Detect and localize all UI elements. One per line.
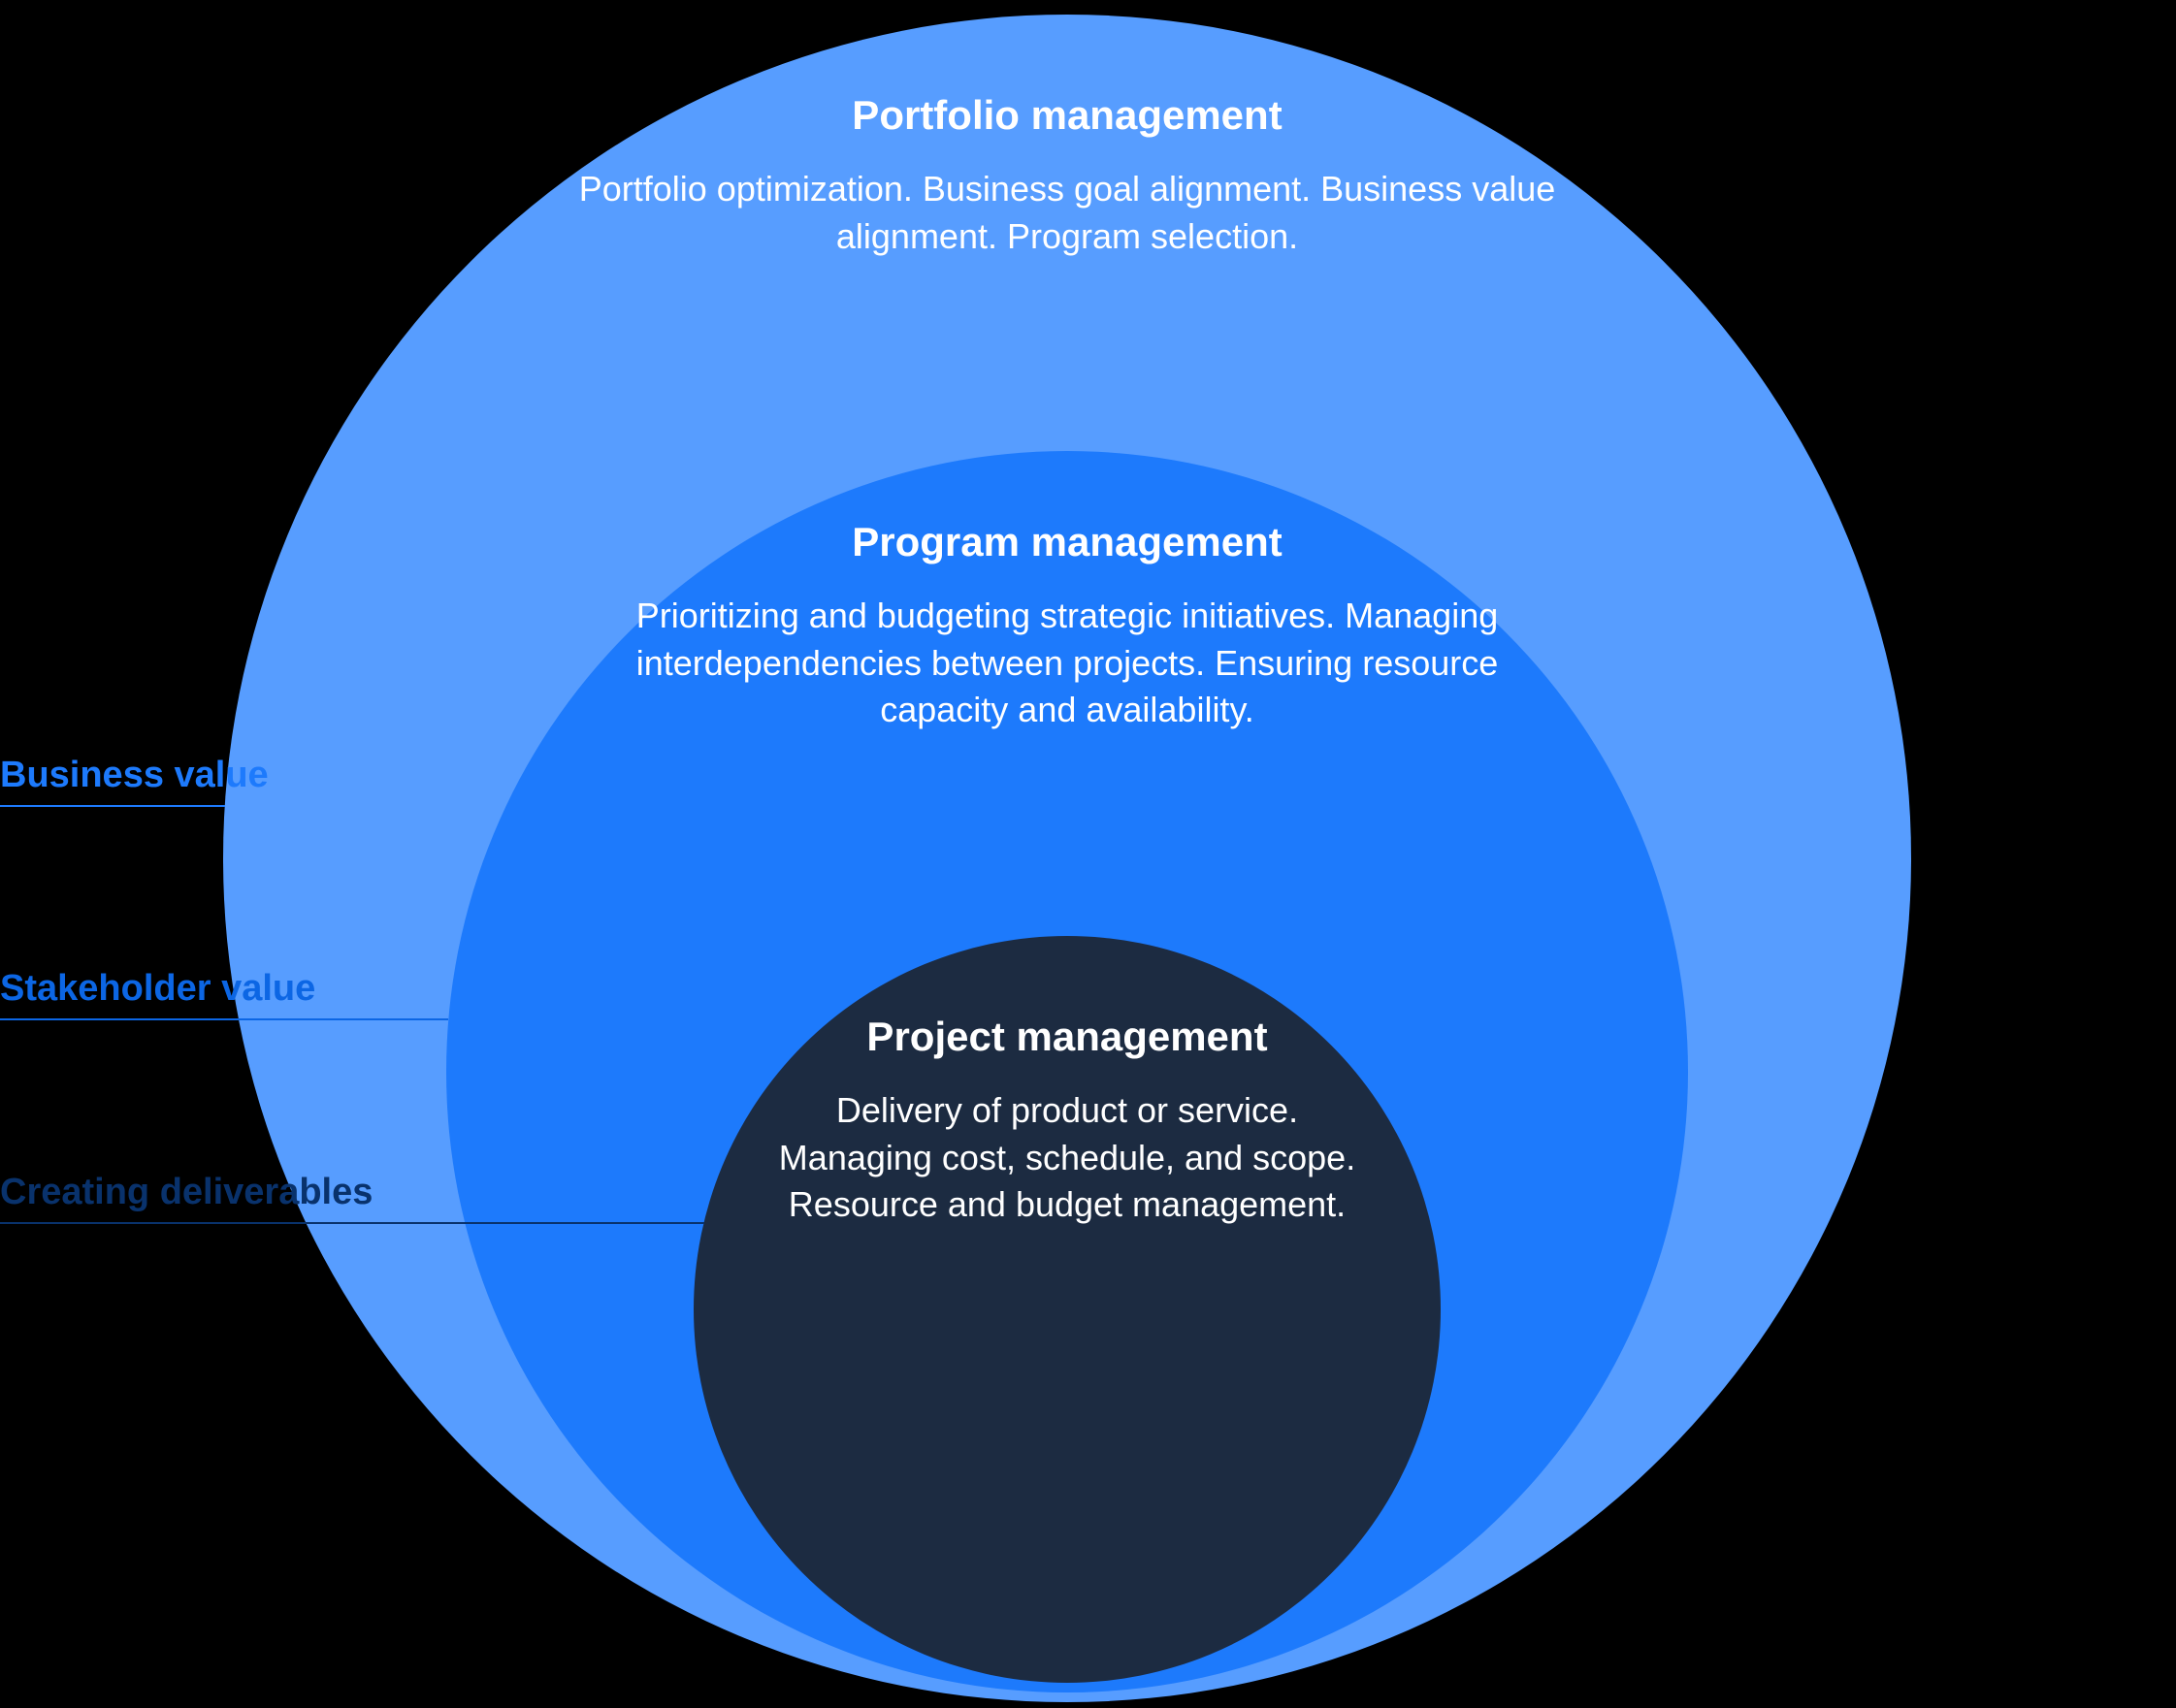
program-title: Program management — [583, 519, 1551, 565]
nested-circles-diagram: Portfolio management Portfolio optimizat… — [0, 0, 2176, 1708]
stakeholder-value-label: Stakeholder value — [0, 968, 315, 1010]
project-title: Project management — [761, 1014, 1373, 1060]
portfolio-description: Portfolio optimization. Business goal al… — [544, 166, 1591, 260]
stakeholder-value-line — [0, 1018, 448, 1020]
program-description: Prioritizing and budgeting strategic ini… — [583, 593, 1551, 734]
creating-deliverables-label: Creating deliverables — [0, 1172, 373, 1213]
business-value-label: Business value — [0, 755, 269, 796]
business-value-line — [0, 805, 225, 807]
project-circle: Project management Delivery of product o… — [694, 936, 1441, 1683]
portfolio-title: Portfolio management — [544, 92, 1591, 139]
project-description: Delivery of product or service. Managing… — [761, 1087, 1373, 1229]
creating-deliverables-line — [0, 1222, 704, 1224]
